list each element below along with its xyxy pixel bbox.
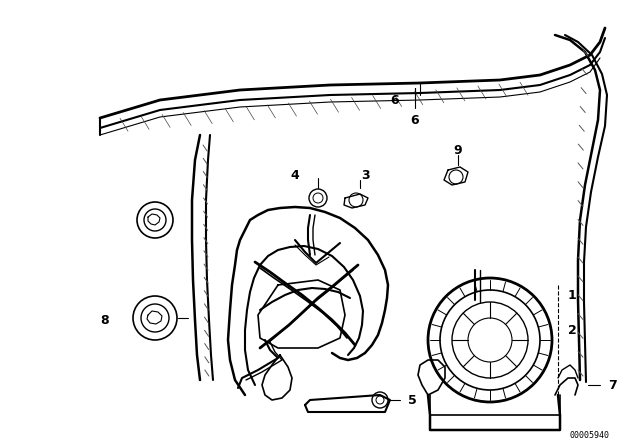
Text: 4: 4 (291, 168, 300, 181)
Text: 6: 6 (411, 113, 419, 126)
Text: 3: 3 (361, 168, 369, 181)
Text: 7: 7 (608, 379, 617, 392)
Text: 00005940: 00005940 (570, 431, 610, 439)
Text: 8: 8 (100, 314, 109, 327)
Text: 2: 2 (568, 323, 577, 336)
Text: 5: 5 (408, 393, 417, 406)
Text: 6: 6 (390, 94, 399, 107)
Text: 9: 9 (454, 143, 462, 156)
Text: 1: 1 (568, 289, 577, 302)
